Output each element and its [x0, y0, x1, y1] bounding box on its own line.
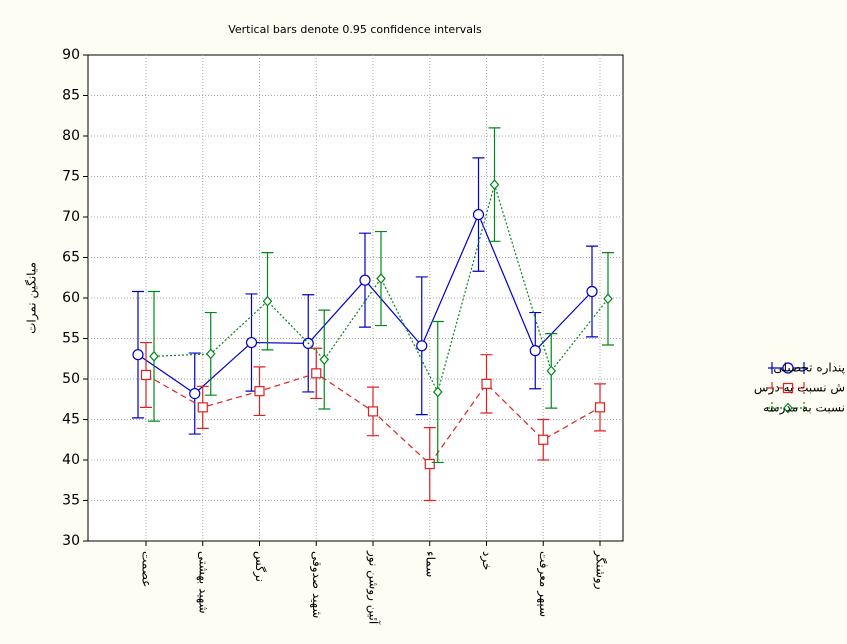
x-tick-label: آئین روشن نور [366, 550, 382, 625]
y-tick-label: 50 [62, 371, 80, 387]
x-tick-label: سپهر معرفت [536, 551, 551, 617]
x-tick-label: روشنگر [593, 550, 608, 590]
legend-label: پنداره تحصیلی [773, 361, 845, 376]
y-tick-label: 60 [62, 290, 80, 306]
y-tick-label: 85 [62, 88, 80, 104]
y-tick-label: 40 [62, 452, 80, 468]
legend-label: ش نسبت به درس [754, 381, 845, 396]
chart-title: Vertical bars denote 0.95 confidence int… [228, 23, 482, 36]
x-tick-label: سماء [423, 551, 437, 577]
point [142, 370, 151, 379]
y-tick-label: 45 [62, 412, 80, 428]
point [133, 350, 143, 360]
point [474, 210, 484, 220]
point [255, 387, 264, 396]
chart: Vertical bars denote 0.95 confidence int… [0, 0, 847, 644]
y-tick-label: 30 [62, 533, 80, 549]
y-axis-label: میانگین نمرات [25, 262, 40, 334]
point [587, 287, 597, 297]
point [247, 338, 257, 348]
point [360, 275, 370, 285]
y-tick-label: 35 [62, 493, 80, 509]
legend-label: نسبت به مدرسه [763, 401, 845, 416]
y-tick-label: 55 [62, 331, 80, 347]
y-tick-label: 70 [62, 209, 80, 225]
y-tick-label: 90 [62, 47, 80, 63]
point [369, 407, 378, 416]
x-tick-label: نرگس [252, 551, 267, 582]
y-tick-label: 75 [62, 169, 80, 185]
point [482, 379, 491, 388]
point [190, 389, 200, 399]
x-tick-label: خرد [479, 551, 494, 570]
y-tick-label: 65 [62, 250, 80, 266]
point [530, 346, 540, 356]
x-tick-label: شهید بهشتی [196, 551, 210, 614]
point [312, 369, 321, 378]
point [539, 435, 548, 444]
y-tick-label: 80 [62, 128, 80, 144]
page: Vertical bars denote 0.95 confidence int… [0, 0, 847, 644]
point [198, 403, 207, 412]
x-tick-label: عصمت [140, 551, 154, 587]
point [417, 341, 427, 351]
point [596, 403, 605, 412]
x-tick-label: شهید صدوقی [309, 551, 324, 618]
point [425, 460, 434, 469]
